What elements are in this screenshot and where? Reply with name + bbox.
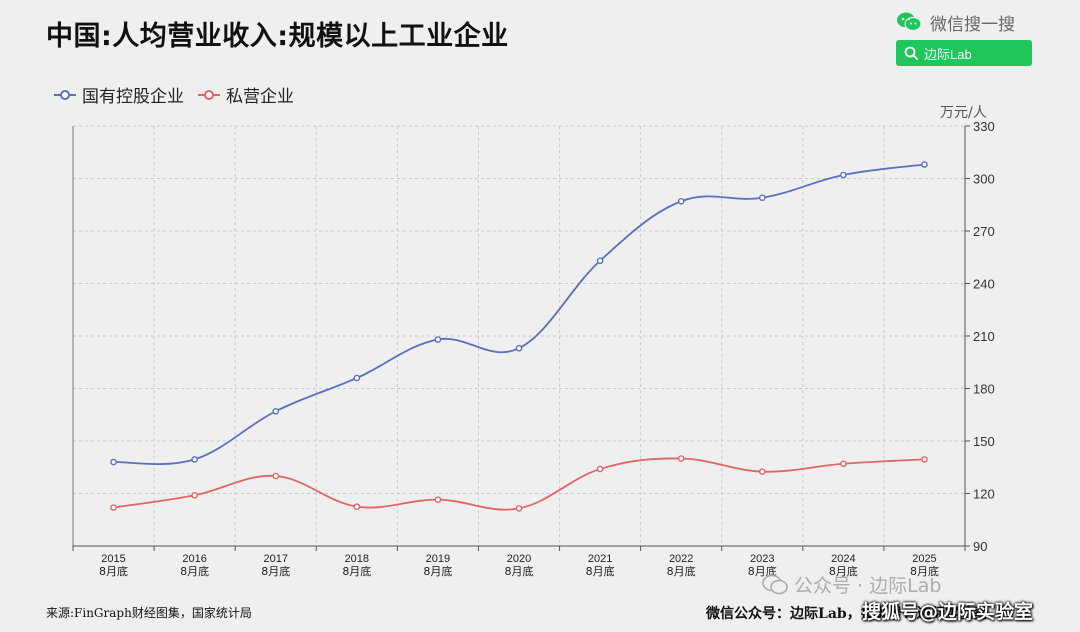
x-tick-label-year: 2022 [669, 553, 693, 565]
x-tick-label-month: 8月底 [423, 564, 452, 578]
search-icon [904, 46, 918, 60]
x-tick-label-year: 2018 [345, 553, 369, 565]
data-point-private [272, 472, 280, 480]
data-point-state-owned [353, 374, 361, 382]
x-tick-label-year: 2023 [750, 553, 774, 565]
legend-label-private: 私营企业 [226, 87, 294, 107]
data-point-state-owned [677, 197, 685, 205]
x-tick-label-year: 2020 [507, 553, 531, 565]
data-point-state-owned [758, 194, 766, 202]
x-tick-label-month: 8月底 [586, 564, 615, 578]
chart-title: 中国:人均营业收入:规模以上工业企业 [46, 21, 509, 52]
data-point-private [110, 504, 117, 511]
data-point-state-owned [515, 344, 523, 352]
data-point-state-owned [272, 407, 280, 415]
data-point-private [921, 456, 928, 463]
y-tick-label: 210 [973, 329, 995, 344]
x-tick-label-year: 2019 [426, 553, 450, 565]
wechat-search-widget[interactable]: 微信搜一搜 边际Lab [896, 8, 1056, 66]
account-note: 微信公众号：边际Lab，搜狐号：边际实验室 [706, 606, 987, 622]
y-tick-label: 300 [973, 172, 995, 187]
data-point-state-owned [191, 456, 198, 463]
legend-label-state-owned: 国有控股企业 [82, 87, 184, 107]
y-tick-label: 180 [973, 382, 995, 397]
legend-swatch-private [198, 89, 220, 100]
x-tick-label-year: 2016 [182, 553, 206, 565]
legend-swatch-state-owned [54, 89, 76, 100]
x-tick-label-month: 8月底 [910, 564, 939, 578]
x-tick-label-year: 2021 [588, 553, 612, 565]
x-tick-label-month: 8月底 [180, 564, 209, 578]
y-tick-label: 330 [973, 119, 995, 134]
y-tick-label: 270 [973, 224, 995, 239]
data-point-private [596, 465, 604, 473]
series-line-state-owned [113, 163, 925, 466]
data-point-state-owned [434, 336, 442, 343]
y-tick-label: 240 [973, 277, 995, 292]
data-point-private [758, 468, 766, 475]
x-tick-label-month: 8月底 [829, 564, 858, 578]
wechat-logo-icon [897, 12, 922, 32]
source-note: 来源:FinGraph财经图集，国家统计局 [46, 606, 252, 620]
search-query: 边际Lab [924, 46, 972, 62]
x-tick-label-month: 8月底 [505, 564, 534, 578]
data-point-private [353, 503, 361, 510]
x-tick-label-year: 2017 [263, 553, 287, 565]
x-tick-label-year: 2015 [101, 553, 125, 565]
data-point-private [840, 460, 847, 468]
x-tick-label-year: 2025 [912, 553, 936, 565]
watermark-faint-text: 公众号 · 边际Lab [794, 575, 942, 597]
x-tick-label-month: 8月底 [667, 564, 696, 578]
chart-legend: 国有控股企业 私营企业 [54, 82, 308, 107]
series-line-private [113, 457, 925, 511]
data-point-private [677, 455, 685, 462]
wechat-search-button[interactable]: 边际Lab [896, 40, 1032, 66]
y-tick-label: 90 [973, 539, 987, 554]
legend-item-state-owned[interactable]: 国有控股企业 [54, 82, 184, 107]
legend-item-private[interactable]: 私营企业 [198, 82, 294, 107]
x-tick-label-month: 8月底 [261, 564, 290, 578]
data-point-private [434, 496, 442, 503]
x-tick-label-year: 2024 [831, 553, 855, 565]
data-point-state-owned [921, 161, 928, 168]
y-tick-label: 120 [973, 487, 995, 502]
y-tick-label: 150 [973, 434, 995, 449]
data-point-state-owned [596, 257, 604, 265]
wechat-watermark-icon [762, 574, 788, 594]
watermark-sohu: 搜狐号@边际实验室 [862, 601, 1034, 623]
x-tick-label-month: 8月底 [99, 564, 128, 578]
data-point-private [515, 505, 523, 512]
data-point-private [191, 491, 198, 499]
watermark-public-account: 公众号 · 边际Lab [762, 571, 941, 598]
y-axis-unit: 万元/人 [940, 105, 987, 121]
x-tick-label-month: 8月底 [342, 564, 371, 578]
data-point-state-owned [840, 171, 847, 179]
data-point-state-owned [110, 458, 117, 466]
wechat-search-label: 微信搜一搜 [930, 14, 1015, 35]
